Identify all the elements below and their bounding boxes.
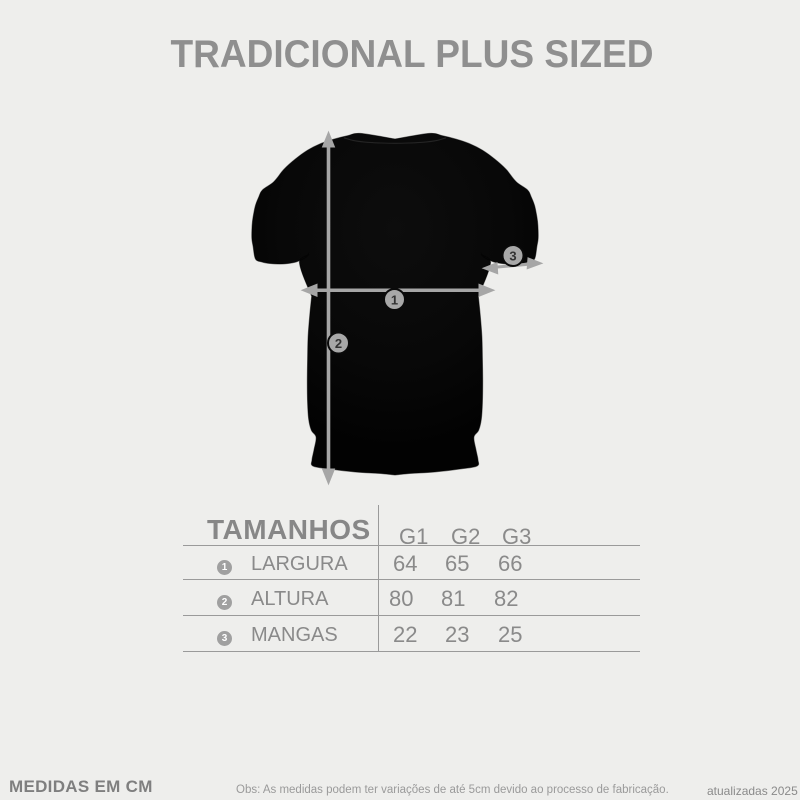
svg-text:2: 2 xyxy=(335,336,342,351)
svg-text:1: 1 xyxy=(391,293,398,308)
svg-text:3: 3 xyxy=(509,249,516,264)
